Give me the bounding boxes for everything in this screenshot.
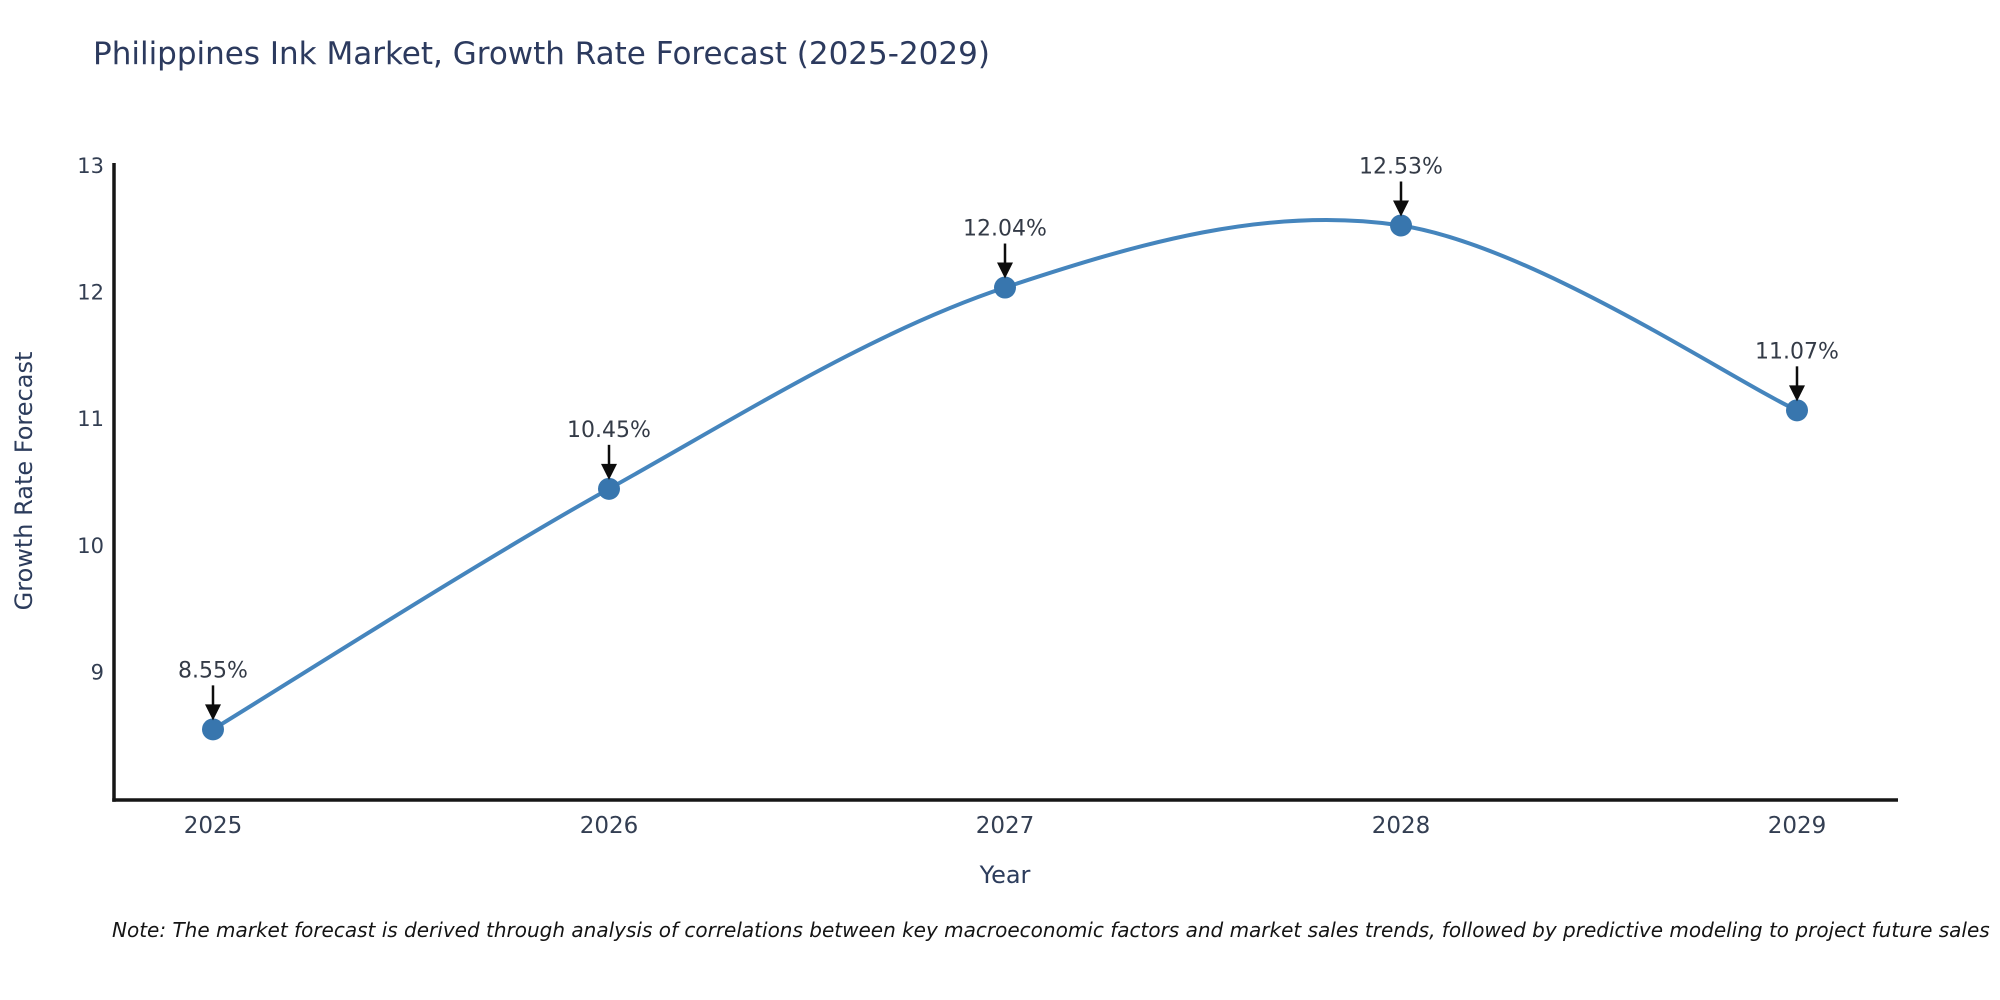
- x-axis-title: Year: [979, 861, 1031, 889]
- point-value-label: 11.07%: [1755, 339, 1839, 364]
- data-point-2027[interactable]: [994, 276, 1016, 299]
- annotation-arrowhead-icon: [1789, 385, 1805, 402]
- x-tick-label: 2026: [580, 813, 639, 839]
- annotation-arrowhead-icon: [1393, 200, 1409, 217]
- y-axis-title: Growth Rate Forecast: [10, 351, 38, 611]
- data-point-2029[interactable]: [1786, 399, 1808, 422]
- y-tick-label: 10: [77, 534, 104, 558]
- point-value-label: 10.45%: [567, 418, 651, 443]
- x-tick-label: 2028: [1372, 813, 1431, 839]
- y-tick-label: 9: [91, 660, 104, 684]
- data-point-2026[interactable]: [598, 477, 620, 500]
- footnote: Note: The market forecast is derived thr…: [112, 918, 1990, 942]
- y-tick-label: 13: [77, 154, 104, 178]
- y-tick-label: 11: [77, 407, 104, 431]
- x-tick-label: 2025: [184, 813, 243, 839]
- x-tick-label: 2029: [1768, 813, 1827, 839]
- point-value-label: 12.53%: [1359, 155, 1443, 180]
- annotation-arrowhead-icon: [205, 704, 221, 721]
- data-point-2025[interactable]: [202, 718, 224, 741]
- point-value-label: 8.55%: [178, 658, 248, 683]
- data-point-2028[interactable]: [1390, 214, 1412, 237]
- point-value-label: 12.04%: [963, 217, 1047, 242]
- chart-title: Philippines Ink Market, Growth Rate Fore…: [93, 36, 990, 72]
- y-tick-label: 12: [77, 281, 104, 305]
- x-tick-label: 2027: [976, 813, 1035, 839]
- annotation-arrowhead-icon: [601, 463, 617, 480]
- annotation-arrowhead-icon: [997, 262, 1013, 279]
